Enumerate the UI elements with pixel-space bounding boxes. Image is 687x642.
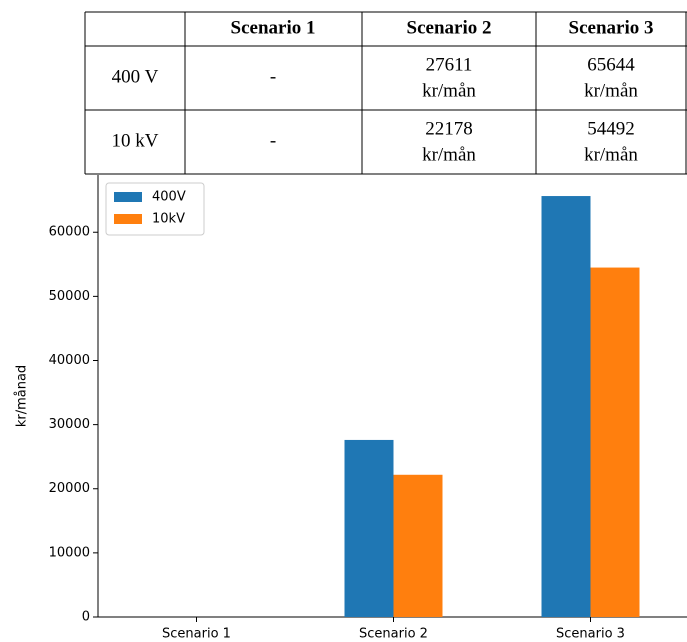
table-cell: kr/mån (584, 144, 638, 165)
legend-label: 10kV (152, 212, 185, 227)
bar (541, 196, 591, 618)
table-cell: kr/mån (422, 144, 476, 165)
table-cell: 27611 (426, 54, 473, 75)
y-tick-label: 30000 (49, 417, 90, 432)
table-cell: 65644 (587, 54, 635, 75)
y-tick-label: 0 (82, 610, 90, 625)
y-tick-label: 20000 (49, 481, 90, 496)
table-cell: kr/mån (584, 80, 638, 101)
row-label: 400 V (112, 66, 159, 87)
x-tick-label: Scenario 3 (556, 627, 625, 642)
x-tick-label: Scenario 2 (359, 627, 428, 642)
y-tick-label: 40000 (49, 353, 90, 368)
legend-swatch (114, 192, 142, 202)
table-cell: - (270, 66, 276, 87)
y-tick-label: 10000 (49, 545, 90, 560)
y-tick-label: 60000 (49, 225, 90, 240)
bar (590, 267, 640, 617)
column-header: Scenario 3 (569, 17, 654, 38)
x-tick-label: Scenario 1 (162, 627, 231, 642)
legend-swatch (114, 214, 142, 224)
table-cell: 22178 (425, 118, 473, 139)
table-cell: - (270, 130, 276, 151)
column-header: Scenario 1 (231, 17, 316, 38)
table-cell: kr/mån (422, 80, 476, 101)
column-header: Scenario 2 (407, 17, 492, 38)
y-tick-label: 50000 (49, 289, 90, 304)
legend-label: 400V (152, 190, 186, 205)
y-axis-label: kr/månad (15, 365, 30, 427)
row-label: 10 kV (112, 130, 159, 151)
table (84, 11, 687, 175)
bar (393, 474, 443, 617)
bar (344, 439, 394, 617)
table-cell: 54492 (587, 118, 635, 139)
